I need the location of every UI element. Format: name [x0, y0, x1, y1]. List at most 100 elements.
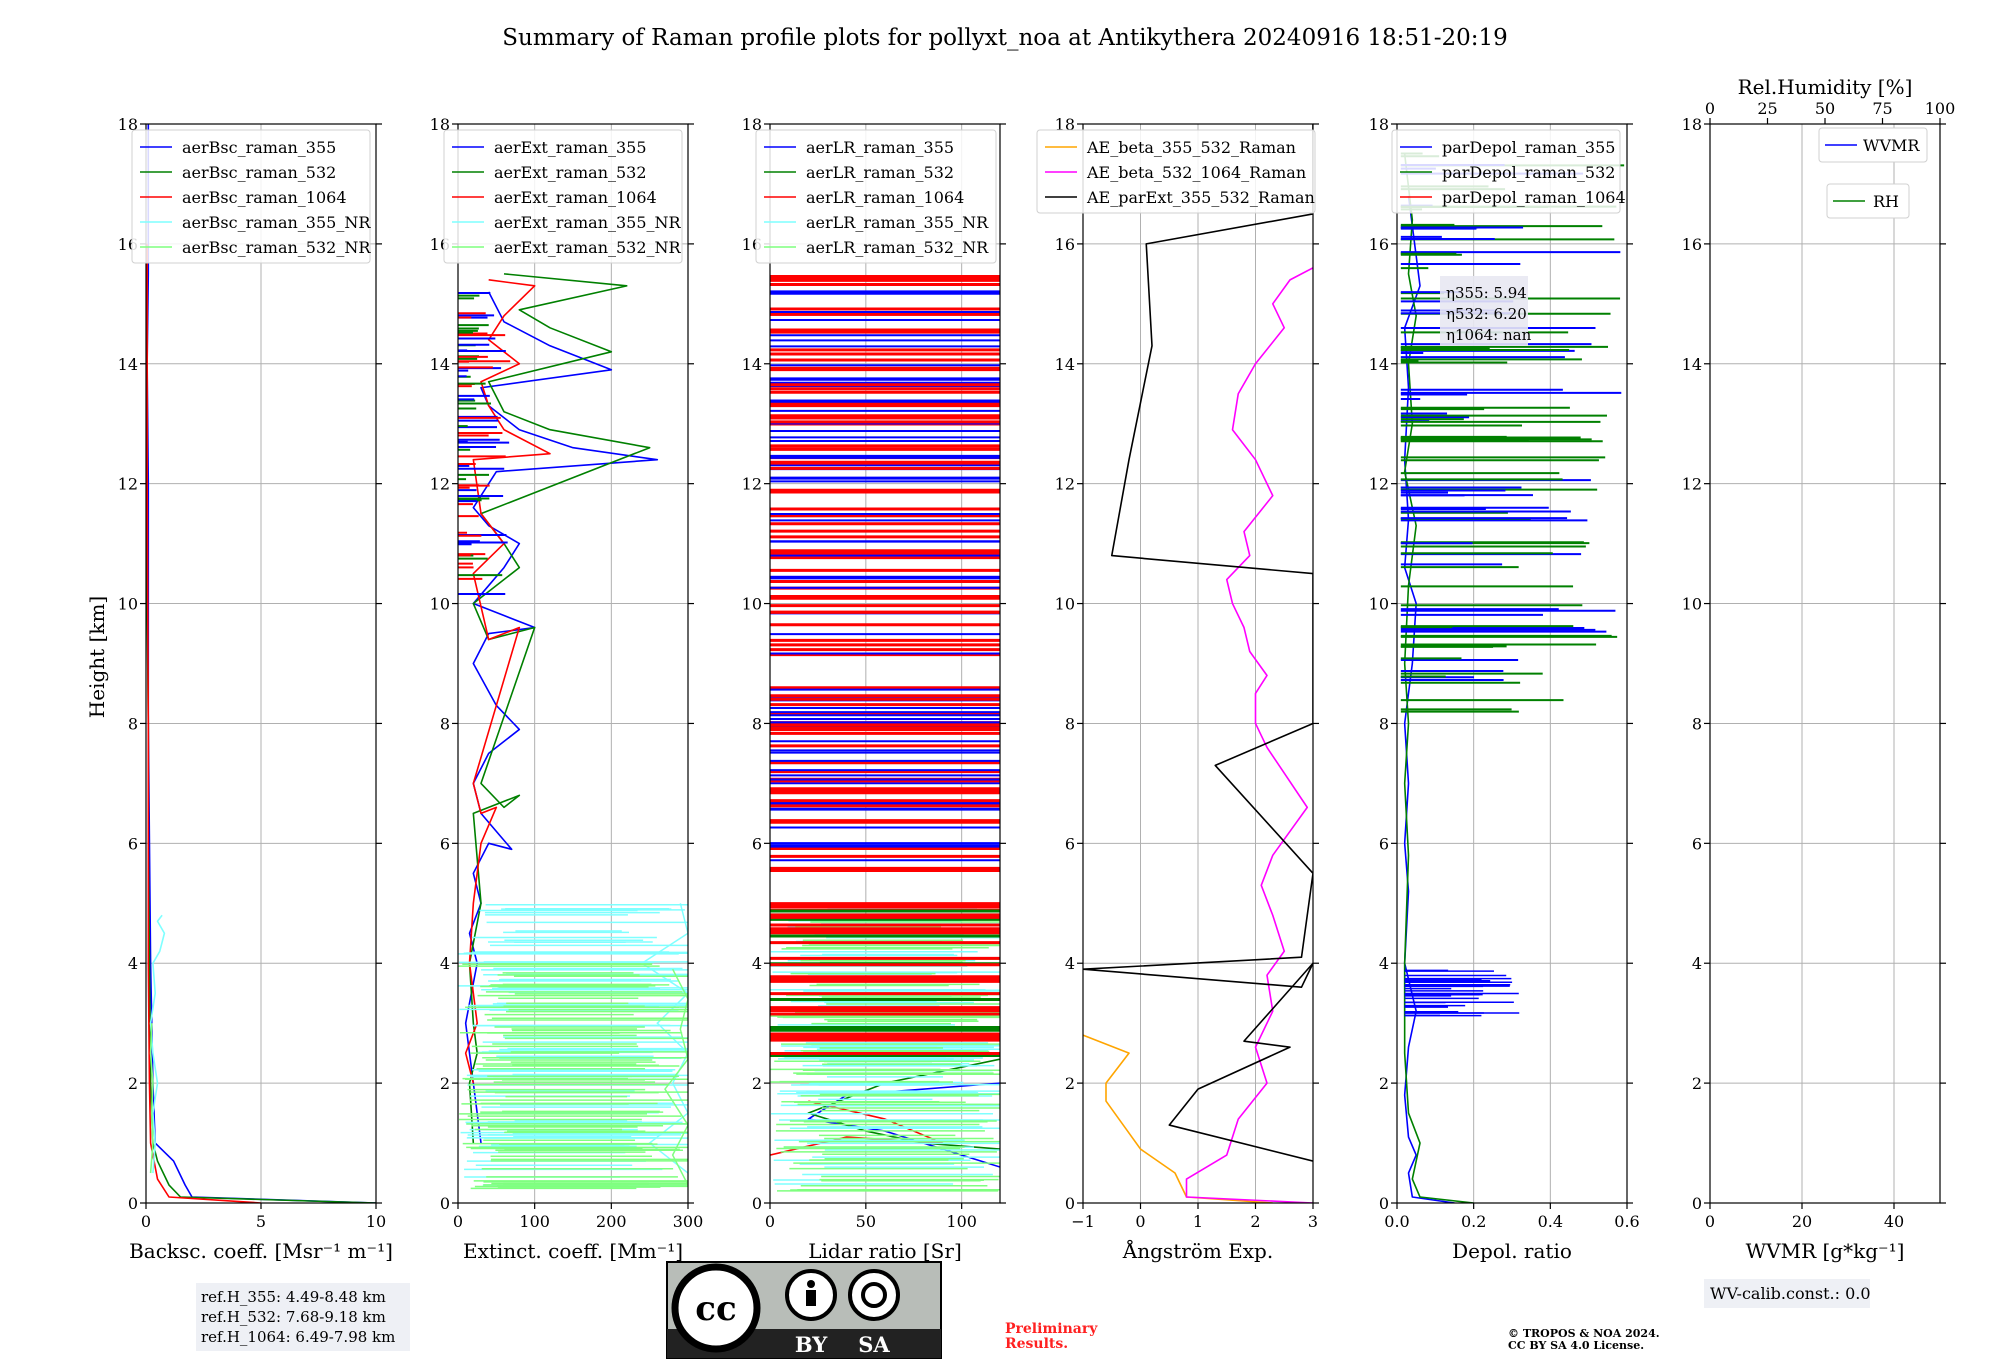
series-AE_beta_532_1064_Raman: [1185, 267, 1313, 1203]
legend-label: aerExt_raman_532_NR: [494, 238, 682, 257]
legend: AE_beta_355_532_Raman AE_beta_532_1064_Ra…: [1036, 129, 1316, 214]
y-tick-label: 18: [430, 115, 450, 134]
legend-label: aerBsc_raman_532_NR: [182, 238, 371, 257]
depol-eta-0: η355: 5.94: [1446, 284, 1527, 302]
x-tick-label: 1: [1193, 1212, 1203, 1231]
depol-annotation: η355: 5.94 η532: 6.20 η1064: nan: [1440, 276, 1532, 346]
y-tick-label: 14: [742, 355, 762, 374]
y-tick-label: 0: [1065, 1194, 1075, 1213]
y-tick-label: 6: [128, 834, 138, 853]
y-tick-label: 10: [1055, 595, 1075, 614]
y-tick-label: 2: [1379, 1074, 1389, 1093]
x-tick-label: 5: [256, 1212, 266, 1231]
y-tick-label: 18: [1369, 115, 1389, 134]
series-group: [1400, 152, 1625, 1203]
x-tick-label: 0.0: [1384, 1212, 1409, 1231]
y-tick-label: 12: [1055, 475, 1075, 494]
x2-tick-label: 75: [1872, 99, 1892, 118]
y-tick-label: 2: [128, 1074, 138, 1093]
y-tick-label: 4: [1692, 954, 1702, 973]
panel-6: 0 20 40 0 2 4 6 8 10 12 14 16 18 WVMR [g*kg⁻¹] Rel.Hum…: [1682, 75, 1956, 1263]
legend: aerBsc_raman_355 aerBsc_raman_532 aerBsc_r…: [131, 129, 371, 264]
y-tick-label: 4: [440, 954, 450, 973]
y-tick-label: 2: [752, 1074, 762, 1093]
x2-tick-label: 100: [1925, 99, 1956, 118]
y-tick-label: 6: [1065, 834, 1075, 853]
x-tick-label: 20: [1792, 1212, 1812, 1231]
x-tick-label: −1: [1071, 1212, 1095, 1231]
y-tick-label: 2: [440, 1074, 450, 1093]
series-aerBsc_raman_532_NR: [149, 1023, 154, 1174]
legend-label: AE_beta_355_532_Raman: [1086, 138, 1296, 157]
series-group: [146, 124, 376, 1203]
legend-label: aerExt_raman_1064: [494, 188, 657, 207]
y-tick-label: 6: [1692, 834, 1702, 853]
by-label: BY: [795, 1332, 828, 1357]
y-tick-label: 12: [1682, 475, 1702, 494]
series-group: [1083, 124, 1313, 1203]
panel-frame: [1396, 123, 1628, 1204]
x-tick-label: 200: [596, 1212, 627, 1231]
legend-label-rh: RH: [1873, 192, 1899, 211]
y-tick-label: 18: [742, 115, 762, 134]
legend-box: [755, 129, 997, 264]
y-tick-label: 8: [1379, 714, 1389, 733]
x-tick-label: 0: [1705, 1212, 1715, 1231]
y-tick-label: 12: [742, 475, 762, 494]
reference-heights-bg: [196, 1283, 410, 1351]
x2-axis-label: Rel.Humidity [%]: [1738, 75, 1913, 99]
y-tick-label: 4: [128, 954, 138, 973]
legend-label: aerExt_raman_532: [494, 163, 647, 182]
legend-label: AE_parExt_355_532_Raman: [1086, 188, 1315, 207]
legend-label: parDepol_raman_532: [1442, 163, 1615, 182]
series-group: [770, 274, 1000, 1192]
y-tick-label: 0: [128, 1194, 138, 1213]
y-tick-label: 16: [1369, 235, 1389, 254]
by-person-head: [807, 1280, 815, 1288]
series-aerExt_raman_355: [464, 291, 659, 1144]
y-tick-label: 14: [1369, 355, 1389, 374]
y-tick-label: 0: [752, 1194, 762, 1213]
y-tick-label: 0: [440, 1194, 450, 1213]
y-tick-label: 12: [1369, 475, 1389, 494]
y-tick-label: 10: [742, 595, 762, 614]
x-tick-label: 0.2: [1461, 1212, 1486, 1231]
figure-title: Summary of Raman profile plots for polly…: [502, 25, 1508, 51]
wv-calib-text: WV-calib.const.: 0.0: [1710, 1284, 1871, 1303]
x-tick-label: 40: [1884, 1212, 1904, 1231]
legend-box: [1036, 129, 1316, 214]
y-tick-label: 8: [128, 714, 138, 733]
y-tick-label: 4: [1065, 954, 1075, 973]
x-tick-label: 0: [765, 1212, 775, 1231]
y-tick-label: 12: [118, 475, 138, 494]
cc-label: cc: [695, 1289, 736, 1329]
series-aerExt_raman_1064: [464, 279, 551, 1084]
y-tick-label: 8: [1065, 714, 1075, 733]
legend-label: aerLR_raman_1064: [806, 188, 964, 207]
panel-frame: [1709, 123, 1941, 1204]
y-tick-label: 18: [118, 115, 138, 134]
cc-by-sa-badge: cc BY SA: [666, 1261, 942, 1359]
x2-tick-label: 50: [1815, 99, 1835, 118]
y-tick-label: 6: [440, 834, 450, 853]
series-aerBsc_raman_355: [146, 124, 376, 1203]
wv-calib-bg: [1704, 1279, 1870, 1308]
legend-label: AE_beta_532_1064_Raman: [1086, 163, 1306, 182]
y-tick-label: 4: [1379, 954, 1389, 973]
y-tick-label: 0: [1379, 1194, 1389, 1213]
y-tick-label: 18: [1682, 115, 1702, 134]
depol-eta-2: η1064: nan: [1446, 326, 1532, 344]
legend: aerExt_raman_355 aerExt_raman_532 aerExt_r…: [443, 129, 683, 264]
legend-box-rh: [1826, 183, 1910, 219]
series-aerBsc_raman_355_NR: [149, 914, 166, 1174]
legend-label: parDepol_raman_1064: [1442, 188, 1626, 207]
x-tick-label: 0.6: [1614, 1212, 1639, 1231]
legend: aerLR_raman_355 aerLR_raman_532 aerLR_rama…: [755, 129, 997, 264]
y-tick-label: 18: [1055, 115, 1075, 134]
x-tick-label: 3: [1308, 1212, 1318, 1231]
x-tick-label: 0.4: [1538, 1212, 1563, 1231]
reference-heights-box: ref.H_355: 4.49-8.48 km ref.H_532: 7.68-…: [196, 1283, 410, 1351]
